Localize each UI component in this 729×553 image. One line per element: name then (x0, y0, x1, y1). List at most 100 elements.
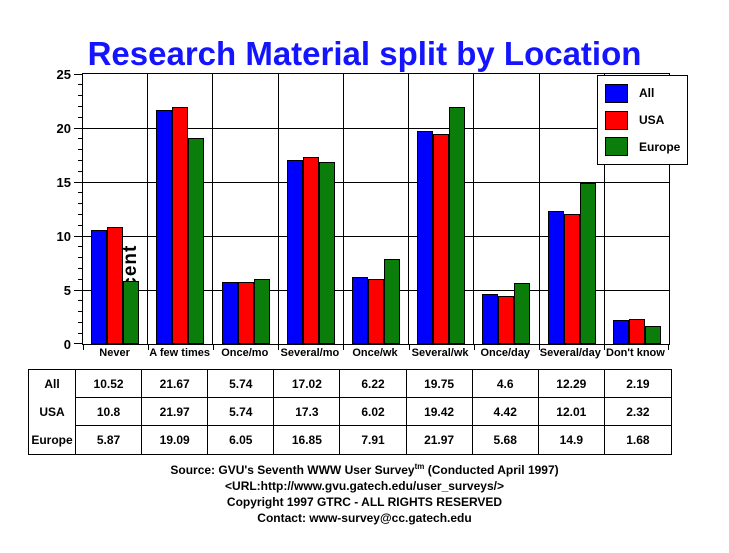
bar-europe-4 (318, 162, 335, 344)
bar-usa-5 (367, 279, 384, 344)
y-tick-15 (74, 181, 83, 183)
y-tick-label-15: 15 (56, 174, 71, 190)
table-row-header-all: All (29, 370, 76, 398)
table-cell-r2-c2: 21.97 (142, 398, 209, 426)
bar-group-2 (148, 74, 214, 344)
bar-group-6 (409, 74, 475, 344)
x-tick-1 (148, 344, 150, 350)
x-category-label-3: Once/mo (221, 347, 269, 359)
footer: Source: GVU's Seventh WWW User Surveytm … (0, 459, 729, 526)
x-tick-8 (603, 344, 605, 350)
bar-europe-1 (123, 281, 140, 344)
x-category-label-4: Several/mo (280, 347, 340, 359)
table-cell-r3-c7: 5.68 (473, 426, 539, 454)
y-tick-21 (78, 116, 83, 118)
bar-group-3 (213, 74, 279, 344)
y-tick-16 (78, 170, 83, 172)
y-tick-0 (74, 343, 83, 344)
bar-usa-7 (498, 296, 515, 344)
y-tick-8 (78, 257, 83, 259)
table-row-header-usa: USA (29, 398, 76, 426)
table-cell-r2-c9: 2.32 (604, 398, 671, 426)
y-tick-4 (78, 300, 83, 302)
footer-source-suffix: (Conducted April 1997) (424, 463, 559, 477)
y-tick-11 (78, 224, 83, 226)
table-cell-r2-c8: 12.01 (538, 398, 605, 426)
x-tick-9 (668, 344, 669, 350)
bar-groups (83, 74, 669, 344)
bar-group-4 (279, 74, 344, 344)
y-tick-19 (78, 138, 83, 140)
bar-all-1 (91, 230, 108, 344)
bar-group-8 (540, 74, 605, 344)
y-tick-10 (74, 235, 83, 237)
table-cell-r3-c9: 1.68 (626, 433, 650, 447)
bar-usa-2 (172, 107, 189, 344)
table-cell-r1-c6: 19.75 (406, 370, 473, 398)
table-cell-r2-c5: 6.02 (340, 398, 407, 426)
y-tick-label-25: 25 (56, 66, 71, 82)
table-cell-r3-c1: 5.87 (76, 426, 143, 454)
table-cell-r3-c6: 21.97 (407, 426, 473, 454)
x-axis-ticks (83, 344, 669, 350)
bar-group-1 (83, 74, 149, 344)
bar-all-3 (221, 282, 238, 344)
chart-legend: All USA Europe (597, 75, 688, 165)
y-tick-9 (78, 246, 83, 248)
bar-europe-8 (579, 183, 596, 344)
y-axis-tick-labels: 0 5 10 15 20 25 (41, 67, 71, 352)
bar-all-8 (547, 211, 564, 344)
bar-usa-6 (433, 134, 450, 344)
legend-label-europe: Europe (639, 139, 681, 154)
y-tick-7 (78, 267, 83, 269)
x-category-label-2: A few times (149, 347, 211, 359)
y-tick-18 (78, 149, 83, 151)
gridline-y-10 (83, 235, 669, 237)
bar-group-7 (474, 74, 540, 344)
legend-swatch-all (605, 83, 628, 103)
bar-usa-1 (107, 227, 124, 344)
table-cell-r2-c6: 19.42 (406, 398, 473, 426)
bar-usa-8 (563, 214, 580, 344)
footer-contact-line: Contact: www-survey@cc.gatech.edu (257, 511, 472, 525)
y-tick-label-0: 0 (63, 336, 71, 352)
bar-usa-9 (628, 319, 645, 344)
table-cell-r1-c3: 5.74 (208, 370, 275, 398)
y-tick-13 (78, 203, 83, 205)
footer-url-line: <URL:http://www.gvu.gatech.edu/user_surv… (225, 479, 504, 493)
page-title: Research Material split by Location (87, 35, 642, 73)
legend-label-usa: USA (639, 113, 665, 127)
table-cell-r1-c4: 17.02 (274, 370, 341, 398)
table-cell-r3-c8: 14.9 (539, 426, 605, 454)
y-tick-5 (74, 289, 83, 291)
table-cell-r2-c1: 10.8 (76, 398, 143, 426)
table-cell-r1-c2: 21.67 (142, 370, 209, 398)
y-tick-label-20: 20 (56, 120, 71, 136)
y-tick-12 (78, 213, 83, 215)
y-tick-22 (78, 105, 83, 107)
y-tick-label-10: 10 (56, 228, 71, 244)
bar-all-6 (417, 131, 434, 344)
table-cell-r2-c7: 4.42 (472, 398, 539, 426)
table-cell-r1-c5: 6.22 (340, 370, 407, 398)
y-tick-14 (78, 192, 83, 194)
table-cell-r1-c7: 4.6 (472, 370, 539, 398)
x-category-label-6: Several/wk (411, 347, 469, 359)
y-tick-25 (74, 73, 83, 75)
y-tick-1 (78, 332, 83, 334)
y-tick-20 (74, 127, 83, 129)
x-category-label-1: Never (99, 347, 130, 359)
gridline-y-20 (83, 127, 669, 129)
x-tick-5 (408, 344, 410, 350)
x-tick-4 (343, 344, 345, 350)
bar-all-2 (156, 110, 173, 344)
y-tick-17 (78, 159, 83, 161)
data-table: All 10.52 21.67 5.74 17.02 6.22 19.75 4.6 12.29 2… (28, 369, 672, 455)
footer-trademark: tm (414, 462, 425, 471)
legend-item-europe: Europe (605, 137, 687, 157)
table-cell-r3-c4: 16.85 (274, 426, 341, 454)
y-tick-3 (78, 311, 83, 313)
bar-europe-3 (253, 279, 270, 344)
